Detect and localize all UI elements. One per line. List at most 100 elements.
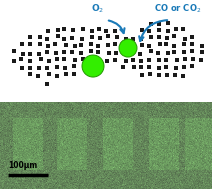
Point	[121, 66, 125, 69]
Point	[36, 75, 40, 78]
Point	[63, 67, 67, 70]
Point	[148, 58, 151, 61]
Point	[39, 57, 43, 60]
Point	[55, 65, 59, 68]
Point	[181, 28, 185, 31]
Point	[47, 30, 50, 33]
Point	[147, 30, 151, 33]
Point	[38, 42, 41, 45]
Point	[157, 67, 160, 70]
Point	[139, 37, 143, 40]
Point	[28, 52, 31, 55]
Point	[37, 67, 40, 70]
Point	[62, 37, 66, 40]
Point	[157, 58, 160, 61]
Point	[20, 42, 24, 45]
Point	[141, 44, 144, 47]
Point	[73, 58, 77, 61]
Point	[90, 35, 94, 38]
Point	[139, 60, 142, 63]
Point	[56, 29, 59, 32]
Point	[149, 36, 152, 39]
Point	[29, 36, 32, 39]
Point	[46, 66, 49, 69]
Point	[132, 65, 135, 68]
Point	[199, 59, 202, 62]
Point	[55, 51, 58, 54]
Point	[29, 43, 32, 46]
Point	[55, 57, 59, 60]
Point	[174, 67, 178, 70]
Point	[20, 58, 23, 61]
Point	[12, 60, 15, 63]
Point	[28, 60, 32, 63]
Point	[174, 27, 177, 30]
Point	[21, 52, 25, 55]
Point	[166, 74, 169, 77]
Point	[182, 65, 186, 68]
Point	[70, 37, 74, 40]
Circle shape	[82, 55, 104, 77]
Point	[166, 30, 169, 33]
Point	[147, 44, 151, 47]
Point	[183, 58, 187, 61]
Point	[167, 22, 170, 25]
Point	[105, 59, 109, 62]
Point	[79, 52, 82, 55]
Point	[191, 50, 194, 53]
Point	[147, 66, 151, 69]
Point	[97, 28, 101, 31]
Point	[89, 43, 92, 46]
Point	[71, 50, 74, 53]
Point	[113, 58, 116, 61]
Point	[80, 37, 84, 40]
Point	[124, 37, 127, 40]
Point	[173, 50, 176, 53]
Point	[55, 75, 59, 78]
Point	[105, 29, 108, 33]
Point	[79, 43, 83, 46]
Point	[157, 22, 160, 25]
Point	[191, 58, 195, 61]
Point	[157, 35, 161, 38]
Point	[116, 36, 119, 39]
Point	[28, 66, 31, 69]
Point	[166, 51, 170, 54]
Point	[164, 59, 168, 62]
Point	[64, 73, 67, 76]
Point	[45, 50, 48, 53]
Point	[183, 37, 186, 40]
Point	[131, 58, 135, 61]
Point	[53, 43, 57, 46]
Point	[62, 28, 66, 31]
Point	[47, 60, 51, 63]
Point	[99, 37, 102, 40]
Point	[73, 65, 76, 68]
Point	[38, 52, 41, 55]
Point	[190, 42, 194, 45]
Point	[165, 43, 168, 46]
Text: 100μm: 100μm	[8, 161, 37, 170]
Point	[89, 50, 92, 53]
Point	[182, 51, 186, 54]
Point	[113, 29, 116, 32]
Point	[81, 58, 85, 61]
Point	[164, 65, 168, 68]
Point	[45, 82, 49, 85]
Point	[150, 50, 153, 53]
Point	[140, 28, 144, 31]
Point	[173, 73, 177, 76]
Point	[46, 37, 49, 40]
Text: CO or CO$_2$: CO or CO$_2$	[154, 2, 202, 15]
Point	[46, 45, 50, 48]
Point	[63, 58, 66, 61]
Point	[71, 28, 75, 31]
Point	[56, 35, 60, 38]
Point	[114, 51, 118, 54]
Point	[114, 43, 117, 46]
Point	[140, 66, 143, 69]
Point	[64, 43, 68, 46]
Point	[90, 29, 94, 33]
Point	[200, 44, 204, 47]
Point	[47, 72, 50, 75]
